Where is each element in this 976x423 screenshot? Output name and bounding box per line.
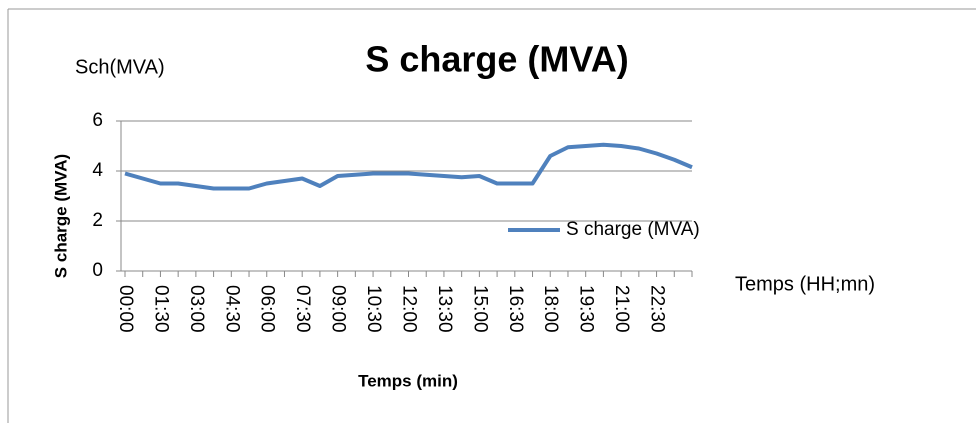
line-series <box>124 142 693 191</box>
x-tick-label: 07:30 <box>292 285 313 333</box>
x-tick-label: 19:30 <box>576 285 597 333</box>
x-tick-label: 21:00 <box>611 285 632 333</box>
x-tick-label: 13:30 <box>434 285 455 333</box>
y-axis-label: S charge (MVA) <box>51 154 70 278</box>
x-tick-label: 18:00 <box>540 285 561 333</box>
x-tick-label: 09:00 <box>328 285 349 333</box>
y-unit-label: Sch(MVA) <box>75 56 165 78</box>
x-tick-label: 01:30 <box>150 285 171 333</box>
x-tick-label: 12:00 <box>398 285 419 333</box>
x-tick-label: 06:00 <box>257 285 278 333</box>
legend-label: S charge (MVA) <box>566 219 700 240</box>
y-tick-label: 0 <box>92 260 103 281</box>
y-tick-label: 2 <box>92 210 103 231</box>
x-unit-label: Temps (HH;mn) <box>735 273 875 295</box>
y-tick-label: 4 <box>92 160 103 181</box>
x-tick-label: 16:30 <box>505 285 526 333</box>
x-tick-label: 04:30 <box>221 285 242 333</box>
x-tick-label: 03:00 <box>186 285 207 333</box>
x-tick-label: 15:00 <box>469 285 490 333</box>
x-tick-label: 10:30 <box>363 285 384 333</box>
y-tick-label: 6 <box>92 110 103 131</box>
x-axis-label: Temps (min) <box>358 371 458 390</box>
x-tick-label: 00:00 <box>115 285 136 333</box>
chart-title: S charge (MVA) <box>365 39 628 80</box>
x-tick-label: 22:30 <box>647 285 668 333</box>
